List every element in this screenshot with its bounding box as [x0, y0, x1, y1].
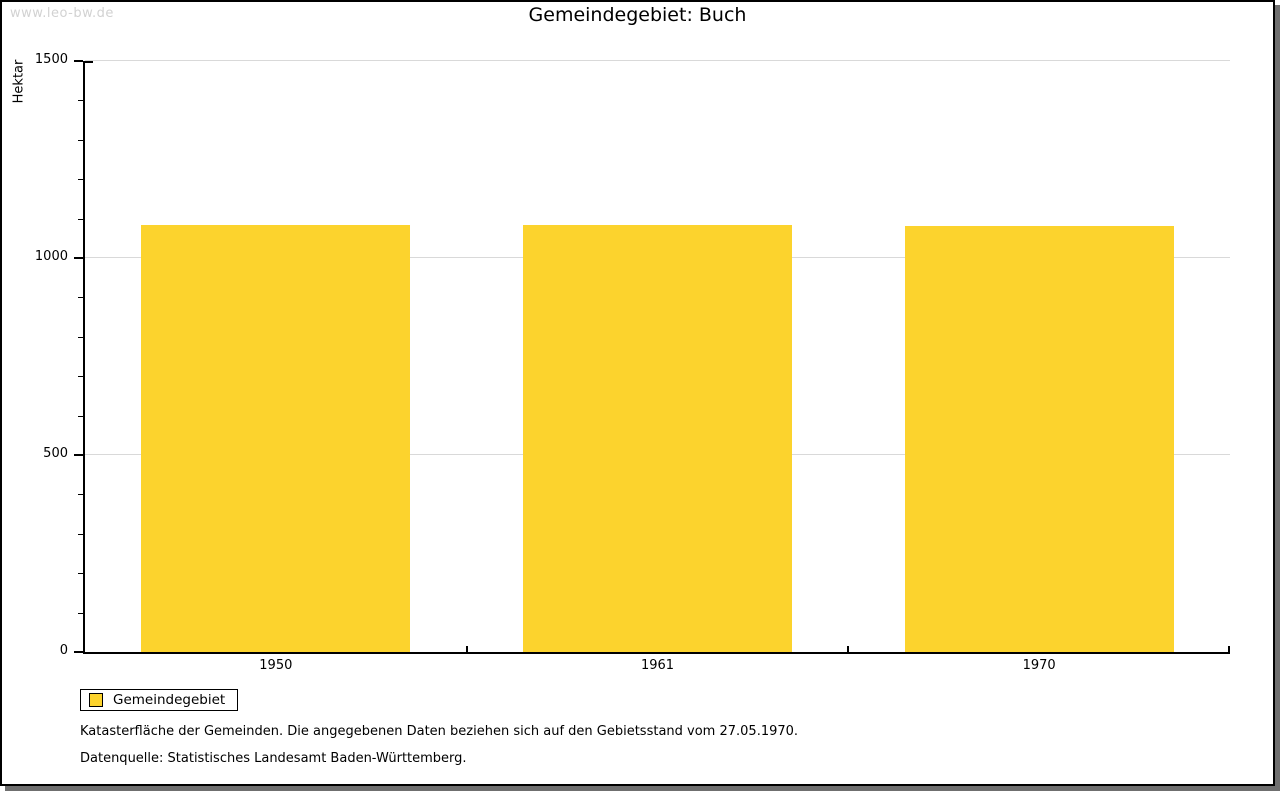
x-boundary-tick-1 — [465, 646, 468, 652]
y-tick-1500 — [74, 60, 83, 62]
y-minor-tick-1400 — [78, 100, 83, 102]
y-minor-tick-800 — [78, 336, 83, 338]
y-minor-tick-1300 — [78, 139, 83, 141]
x-tick-label-1961: 1961 — [640, 658, 675, 673]
y-tick-label-1000: 1000 — [34, 249, 68, 264]
y-tick-1000 — [74, 257, 83, 259]
legend-label: Gemeindegebiet — [113, 692, 226, 708]
footnote-source-note: Katasterfläche der Gemeinden. Die angege… — [80, 724, 799, 739]
y-tick-0 — [74, 651, 83, 653]
plot-area: 0 500 1000 1500 1950 1961 1970 — [35, 52, 1230, 673]
bar-1961 — [523, 225, 792, 652]
y-minor-tick-900 — [78, 297, 83, 299]
legend: Gemeindegebiet — [80, 689, 239, 711]
y-tick-label-1500: 1500 — [34, 52, 68, 67]
x-tick-label-1970: 1970 — [1022, 658, 1056, 673]
y-minor-tick-200 — [78, 573, 83, 575]
y-minor-tick-600 — [78, 415, 83, 417]
y-minor-tick-1200 — [78, 179, 83, 181]
y-tick-label-500: 500 — [43, 446, 68, 461]
x-tick-label-1950: 1950 — [259, 658, 293, 673]
y-tick-500 — [74, 454, 83, 456]
footnote-data-source: Datenquelle: Statistisches Landesamt Bad… — [80, 751, 467, 766]
x-boundary-tick-2 — [847, 646, 850, 652]
y-minor-tick-700 — [78, 376, 83, 378]
y-minor-tick-1100 — [78, 218, 83, 220]
x-axis-end-cap — [1228, 646, 1230, 652]
gridline-1500 — [85, 60, 1230, 61]
watermark: www.leo-bw.de — [10, 6, 114, 21]
legend-swatch — [89, 693, 103, 707]
bar-1950 — [141, 225, 410, 652]
y-tick-label-0: 0 — [59, 643, 68, 658]
chart-title: Gemeindegebiet: Buch — [528, 4, 747, 26]
y-minor-tick-300 — [78, 533, 83, 535]
y-minor-tick-400 — [78, 494, 83, 496]
y-axis-end-cap — [85, 61, 93, 63]
bar-1970 — [905, 226, 1174, 652]
y-minor-tick-100 — [78, 612, 83, 614]
